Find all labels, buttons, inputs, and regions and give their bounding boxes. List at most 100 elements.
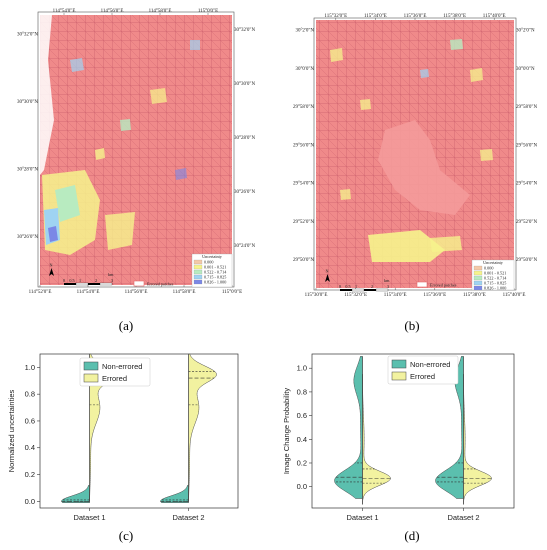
panel-a-top-ticks: 114°54'0"E 114°56'0"E 114°58'0"E 115°0'0"E xyxy=(53,9,218,15)
legend-swatch xyxy=(391,371,407,381)
panel-c-x-ticks: Dataset 1 Dataset 2 xyxy=(73,508,205,522)
panel-c-legend: Non-errored Errored xyxy=(79,357,151,387)
y-tick-label: 0.4 xyxy=(297,435,307,444)
panel-d-x-ticks: Dataset 1 Dataset 2 xyxy=(346,508,480,522)
map-bottom-tick-label: 114°58'0"E xyxy=(173,290,196,295)
panel-a-north-arrow: N xyxy=(49,263,54,276)
panel-b-uncertainty-patch xyxy=(450,39,463,50)
map-left-tick-label: 29°56'0"N xyxy=(293,143,314,148)
panel-b-uncertainty-patch xyxy=(420,69,429,78)
y-tick-label: 0.8 xyxy=(297,387,307,396)
panel-d-label: (d) xyxy=(404,528,419,543)
panel-b-north-label: N xyxy=(326,269,329,274)
map-right-tick-label: 29°52'0"N xyxy=(516,220,537,225)
scale-tick-label: 1 xyxy=(79,278,81,283)
panel-b-left-ticks: 30°2'0"N 30°0'0"N 29°58'0"N 29°56'0"N 29°54'… xyxy=(293,28,314,263)
y-tick-label: 0.6 xyxy=(25,416,35,425)
map-left-tick-label: 29°58'0"N xyxy=(293,105,314,110)
panel-b-map: 115°32'0"E 115°34'0"E 115°36'0"E 115°38'0"E… xyxy=(293,14,538,333)
uncertainty-class-label: 0.522 - 0.714 xyxy=(204,270,227,275)
legend-swatch xyxy=(391,359,407,369)
map-bottom-tick-label: 115°38'0"E xyxy=(463,293,486,298)
map-left-tick-label: 30°32'0"N xyxy=(17,32,38,37)
map-bottom-tick-label: 115°36'0"E xyxy=(423,293,446,298)
panel-b-uncertainty-patch xyxy=(330,48,343,62)
scale-tick-label: 0 xyxy=(63,278,65,283)
legend-entry: Errored xyxy=(410,372,435,381)
map-right-tick-label: 29°56'0"N xyxy=(516,143,537,148)
map-bottom-tick-label: 115°0'0"E xyxy=(222,290,242,295)
map-right-tick-label: 29°54'0"N xyxy=(516,182,537,187)
map-left-tick-label: 29°50'0"N xyxy=(293,258,314,263)
scale-tick-label: 3 xyxy=(387,284,389,289)
map-right-tick-label: 30°28'0"N xyxy=(234,136,255,141)
legend-entry: Non-errored xyxy=(410,360,450,369)
panel-b-errored-legend: Errored patches xyxy=(416,281,457,288)
panel-b-uncertainty-title: Uncertainty xyxy=(483,260,504,265)
uncertainty-swatch xyxy=(473,285,483,291)
y-tick-label: 0.6 xyxy=(297,411,307,420)
map-top-tick-label: 115°32'0"E xyxy=(324,14,347,19)
panel-a-uncertainty-patch xyxy=(175,168,187,180)
panel-a-uncertainty-patch xyxy=(55,185,80,222)
panel-d-chart: Image Change Probability 0.0 0.2 0.4 0.6 0.8… xyxy=(282,353,515,543)
panel-a-left-ticks: 30°32'0"N 30°30'0"N 30°28'0"N 30°26'0"N xyxy=(17,32,38,240)
scale-tick-label: 0 xyxy=(339,284,341,289)
panel-b-scale-bar: km 0 0.5 1 2 3 xyxy=(339,278,390,292)
map-left-tick-label: 29°54'0"N xyxy=(293,182,314,187)
uncertainty-class-label: 0.001 - 0.521 xyxy=(484,271,506,276)
panel-b-uncertainty-patch xyxy=(480,149,493,161)
y-tick-label: 0.0 xyxy=(25,497,35,506)
panel-b-right-ticks: 30°2'0"N 30°0'0"N 29°58'0"N 29°56'0"N 29°54'… xyxy=(516,28,537,263)
panel-d-violins xyxy=(334,356,492,505)
panel-a-scale-bar: km 0 0.5 1 2 3 xyxy=(63,272,114,286)
panel-b-uncertainty-patch xyxy=(340,189,351,200)
panel-a-map: 114°54'0"E 114°56'0"E 114°58'0"E 115°0'0"E … xyxy=(17,9,256,333)
uncertainty-class-label: 0.522 - 0.714 xyxy=(484,276,507,281)
panel-b-map-area xyxy=(316,20,514,288)
uncertainty-class-label: 0.826 - 1.000 xyxy=(204,280,226,285)
legend-entry: Errored xyxy=(102,374,127,383)
map-left-tick-label: 30°30'0"N xyxy=(17,100,38,105)
north-arrow-icon xyxy=(49,268,54,276)
panel-d-plot-area xyxy=(311,353,515,509)
y-tick-label: 0.8 xyxy=(25,390,35,399)
x-tick-label: Dataset 1 xyxy=(73,513,105,522)
y-tick-label: 1.0 xyxy=(297,364,307,373)
x-tick-label: Dataset 2 xyxy=(447,513,479,522)
map-left-tick-label: 30°28'0"N xyxy=(17,167,38,172)
panel-c-plot-area xyxy=(39,353,239,509)
panel-b-north-arrow: N xyxy=(325,269,330,282)
scale-tick-label: 2 xyxy=(95,278,97,283)
map-left-tick-label: 30°2'0"N xyxy=(295,28,314,33)
panel-a-uncertainty-patch xyxy=(190,40,200,50)
map-right-tick-label: 29°58'0"N xyxy=(516,105,537,110)
map-top-tick-label: 115°38'0"E xyxy=(443,14,466,19)
map-bottom-tick-label: 115°34'0"E xyxy=(384,293,407,298)
uncertainty-class-label: 0.001 - 0.521 xyxy=(204,265,226,270)
panel-a-uncertainty-patch xyxy=(70,58,84,72)
uncertainty-class-label: 0.715 - 0.825 xyxy=(204,275,226,280)
scale-tick-label: 0.5 xyxy=(69,278,74,283)
uncertainty-swatch xyxy=(193,264,203,270)
panel-a-uncertainty-patch xyxy=(105,212,135,250)
panel-c-chart: Normalized uncertainties 0.0 0.2 0.4 0.6 0.8… xyxy=(7,353,239,543)
panel-d-y-ticks: 0.0 0.2 0.4 0.6 0.8 1.0 xyxy=(297,364,312,491)
map-bottom-tick-label: 115°30'0"E xyxy=(305,293,328,298)
map-right-tick-label: 29°50'0"N xyxy=(516,258,537,263)
panel-b-uncertainty-patch xyxy=(360,99,371,110)
violin-half-errored xyxy=(362,373,391,505)
panel-d-ylabel: Image Change Probability xyxy=(282,388,291,475)
panel-a-map-area xyxy=(40,15,232,285)
panel-c-y-ticks: 0.0 0.2 0.4 0.6 0.8 1.0 xyxy=(25,363,40,506)
uncertainty-class-label: 0.000 xyxy=(204,260,213,265)
map-bottom-tick-label: 114°56'0"E xyxy=(125,290,148,295)
map-top-tick-label: 115°36'0"E xyxy=(404,14,427,19)
panel-b-top-ticks: 115°32'0"E 115°34'0"E 115°36'0"E 115°38'0"E… xyxy=(324,14,506,20)
panel-a-right-ticks: 30°32'0"N 30°30'0"N 30°28'0"N 30°26'0"N 30°2… xyxy=(234,28,255,249)
y-tick-label: 1.0 xyxy=(25,363,35,372)
uncertainty-swatch xyxy=(193,269,203,275)
x-tick-label: Dataset 2 xyxy=(172,513,204,522)
